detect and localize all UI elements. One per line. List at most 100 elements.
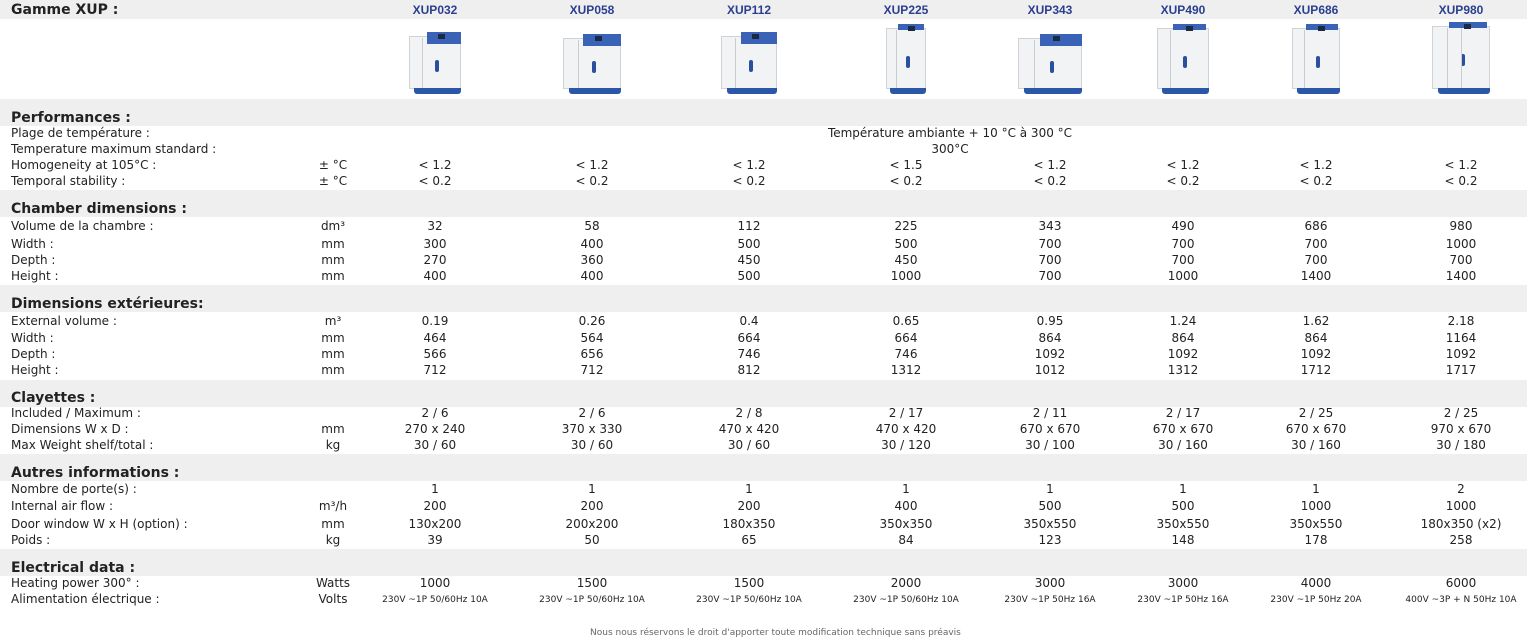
model-name-xup490: XUP490 bbox=[1160, 3, 1206, 17]
row-label: Alimentation électrique : bbox=[11, 592, 160, 606]
value-cell-xup225: 2 / 17 bbox=[888, 406, 924, 420]
value-cell-xup032: < 1.2 bbox=[418, 158, 452, 172]
section-band-shelves bbox=[0, 380, 1527, 407]
value-cell-xup058: 1500 bbox=[576, 576, 608, 590]
value-cell-xup686: 1.62 bbox=[1302, 314, 1330, 328]
oven-door-edge bbox=[577, 40, 579, 88]
value-cell-xup490: 500 bbox=[1171, 499, 1195, 513]
value-cell-xup058: 230V ~1P 50/60Hz 10A bbox=[539, 595, 645, 605]
row-label: Dimensions W x D : bbox=[11, 422, 129, 436]
value-cell-xup343: 1 bbox=[1046, 482, 1054, 496]
value-cell-xup032: 400 bbox=[423, 269, 447, 283]
row-label: External volume : bbox=[11, 314, 117, 328]
value-cell-xup980: 1164 bbox=[1445, 331, 1477, 345]
value-cell-xup686: 864 bbox=[1304, 331, 1328, 345]
value-cell-xup490: 350x550 bbox=[1156, 517, 1210, 531]
value-cell-xup112: < 1.2 bbox=[732, 158, 766, 172]
value-cell-xup490: < 0.2 bbox=[1166, 174, 1200, 188]
table-row: Alimentation électrique : Volts 230V ~1P 5… bbox=[0, 592, 1527, 608]
row-label: Internal air flow : bbox=[11, 499, 114, 513]
footnote: Nous nous réservons le droit d'apporter … bbox=[590, 628, 961, 638]
oven-display bbox=[1318, 26, 1326, 31]
oven-base bbox=[726, 88, 777, 94]
section-title-chamber: Chamber dimensions : bbox=[11, 201, 187, 217]
value-cell-xup343: 2 / 11 bbox=[1032, 406, 1068, 420]
oven-image-xup058 bbox=[563, 34, 621, 94]
oven-display bbox=[1463, 24, 1471, 29]
row-unit: Watts bbox=[315, 576, 351, 590]
value-cell-xup980: 2 bbox=[1457, 482, 1465, 496]
value-cell-xup058: 564 bbox=[580, 331, 604, 345]
value-cell-xup112: 112 bbox=[737, 219, 761, 233]
value-cell-xup058: 400 bbox=[580, 269, 604, 283]
value-cell-xup032: 1000 bbox=[419, 576, 451, 590]
row-label: Height : bbox=[11, 363, 59, 377]
value-cell-xup980: 30 / 180 bbox=[1436, 438, 1486, 452]
row-unit: kg bbox=[325, 533, 341, 547]
oven-handle bbox=[1050, 61, 1054, 73]
value-cell-xup490: 30 / 160 bbox=[1158, 438, 1208, 452]
oven-door-edge bbox=[1304, 30, 1305, 88]
section-title-other: Autres informations : bbox=[11, 465, 180, 481]
value-cell-xup343: 0.95 bbox=[1036, 314, 1064, 328]
value-cell-xup058: 712 bbox=[580, 363, 604, 377]
value-cell-xup225: 230V ~1P 50/60Hz 10A bbox=[853, 595, 959, 605]
value-cell-xup032: 270 bbox=[423, 253, 447, 267]
table-row: Volume de la chambre : dm³ 32 58 112 225 343 49… bbox=[0, 219, 1527, 235]
oven-image-xup225 bbox=[886, 24, 926, 94]
value-cell-xup032: 1 bbox=[431, 482, 439, 496]
value-cell-xup686: 1092 bbox=[1300, 347, 1332, 361]
model-name-xup686: XUP686 bbox=[1293, 3, 1339, 17]
value-cell-xup225: 225 bbox=[894, 219, 918, 233]
value-cell-xup112: 2 / 8 bbox=[735, 406, 763, 420]
value-cell-xup980: 400V ~3P + N 50Hz 10A bbox=[1405, 595, 1517, 605]
value-cell-xup058: 200x200 bbox=[565, 517, 619, 531]
oven-handle bbox=[1316, 55, 1320, 68]
value-cell-xup225: 2000 bbox=[890, 576, 922, 590]
value-cell-xup686: 1400 bbox=[1300, 269, 1332, 283]
value-cell-xup686: 700 bbox=[1304, 253, 1328, 267]
table-row: Depth : mm 566 656 746 746 1092 1092 1092 1092 bbox=[0, 347, 1527, 363]
merged-value: Température ambiante + 10 °C à 300 °C bbox=[827, 126, 1073, 140]
value-cell-xup112: 500 bbox=[737, 237, 761, 251]
value-cell-xup343: 230V ~1P 50Hz 16A bbox=[1004, 595, 1096, 605]
model-name-xup032: XUP032 bbox=[412, 3, 458, 17]
value-cell-xup980: 258 bbox=[1449, 533, 1473, 547]
value-cell-xup058: < 1.2 bbox=[575, 158, 609, 172]
section-band-chamber bbox=[0, 190, 1527, 217]
oven-handle bbox=[1461, 54, 1465, 67]
model-name-xup112: XUP112 bbox=[726, 3, 772, 17]
value-cell-xup343: 3000 bbox=[1034, 576, 1066, 590]
value-cell-xup225: 1312 bbox=[890, 363, 922, 377]
oven-door-edge bbox=[1461, 28, 1462, 88]
value-cell-xup343: 123 bbox=[1038, 533, 1062, 547]
value-cell-xup343: < 0.2 bbox=[1033, 174, 1067, 188]
value-cell-xup112: 30 / 60 bbox=[727, 438, 771, 452]
value-cell-xup686: 686 bbox=[1304, 219, 1328, 233]
value-cell-xup490: 2 / 17 bbox=[1165, 406, 1201, 420]
row-label: Depth : bbox=[11, 253, 56, 267]
value-cell-xup343: 500 bbox=[1038, 499, 1062, 513]
value-cell-xup980: 1000 bbox=[1445, 237, 1477, 251]
row-label: Temporal stability : bbox=[11, 174, 126, 188]
value-cell-xup686: 700 bbox=[1304, 237, 1328, 251]
table-row: Height : mm 400 400 500 1000 700 1000 1400 1400 bbox=[0, 269, 1527, 285]
table-row: Width : mm 300 400 500 500 700 700 700 1000 bbox=[0, 237, 1527, 253]
value-cell-xup032: 32 bbox=[427, 219, 443, 233]
header-band bbox=[0, 0, 1527, 19]
row-temporal-stability: Temporal stability : ± °C < 0.2 < 0.2 < 0.2 <… bbox=[0, 174, 1527, 190]
model-name-xup225: XUP225 bbox=[883, 3, 929, 17]
row-label: Poids : bbox=[11, 533, 51, 547]
model-name-xup058: XUP058 bbox=[569, 3, 615, 17]
value-cell-xup032: 30 / 60 bbox=[413, 438, 457, 452]
row-label: Included / Maximum : bbox=[11, 406, 141, 420]
value-cell-xup686: 4000 bbox=[1300, 576, 1332, 590]
value-cell-xup343: 350x550 bbox=[1023, 517, 1077, 531]
oven-base bbox=[1162, 88, 1209, 94]
table-row: Nombre de porte(s) : 1 1 1 1 1 1 1 2 bbox=[0, 482, 1527, 498]
value-cell-xup686: 350x550 bbox=[1289, 517, 1343, 531]
value-cell-xup225: 400 bbox=[894, 499, 918, 513]
section-band-performances bbox=[0, 99, 1527, 126]
section-title-shelves: Clayettes : bbox=[11, 390, 96, 406]
value-cell-xup032: 566 bbox=[423, 347, 447, 361]
